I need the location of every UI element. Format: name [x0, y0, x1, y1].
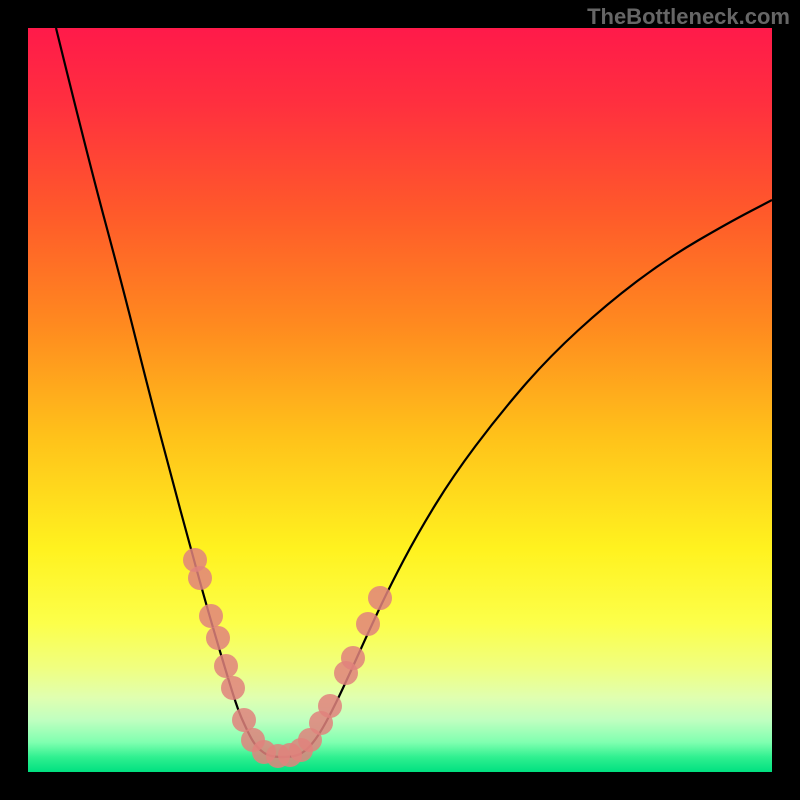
gradient-background: [28, 28, 772, 772]
data-marker: [206, 626, 230, 650]
plot-svg: [28, 28, 772, 772]
data-marker: [199, 604, 223, 628]
data-marker: [221, 676, 245, 700]
watermark-text: TheBottleneck.com: [587, 4, 790, 30]
data-marker: [341, 646, 365, 670]
data-marker: [356, 612, 380, 636]
data-marker: [368, 586, 392, 610]
chart-container: TheBottleneck.com: [0, 0, 800, 800]
plot-area: [28, 28, 772, 772]
data-marker: [214, 654, 238, 678]
data-marker: [318, 694, 342, 718]
data-marker: [188, 566, 212, 590]
